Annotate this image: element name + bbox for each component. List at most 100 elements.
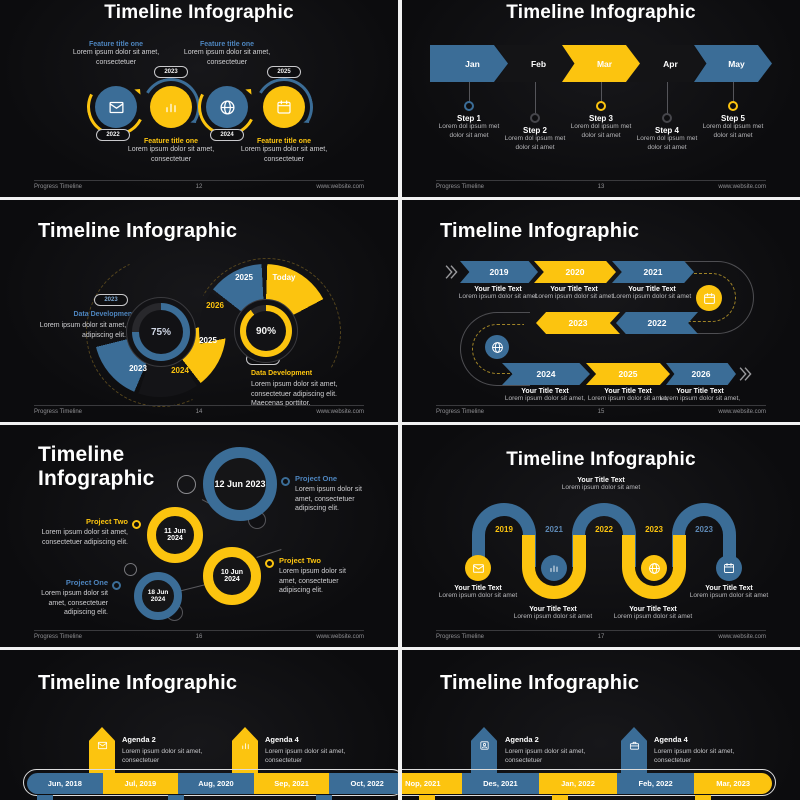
caption-title: Your Title Text xyxy=(521,388,569,395)
agenda-title: Agenda 2 xyxy=(122,735,156,744)
connector-line xyxy=(601,82,602,102)
agenda-marker xyxy=(232,727,258,773)
agenda-body: Lorem ipsum dolor sit amet, consectetuer xyxy=(505,748,586,764)
caption-body: Lorem ipsum dolor sit amet xyxy=(458,293,538,300)
footer-website: www.website.com xyxy=(718,184,766,190)
agenda-marker xyxy=(89,727,115,773)
step-marker xyxy=(530,113,540,123)
timeline-node xyxy=(95,86,137,128)
wedge-label: 2023 xyxy=(129,364,147,373)
calendar-icon xyxy=(724,563,734,573)
road-dashes xyxy=(684,273,736,322)
caption-title: Your Title Text xyxy=(676,388,724,395)
road-curve-left xyxy=(460,312,530,386)
slide-19-thumbnail[interactable]: Timeline Infographic Agenda 2 Lorem ipsu… xyxy=(402,650,800,800)
caption-2021: Your Title Text Lorem ipsum dolor sit am… xyxy=(607,286,697,302)
agenda-block-2: Agenda 4 Lorem ipsum dolor sit amet, con… xyxy=(654,735,772,765)
bar-chart-icon xyxy=(166,103,176,113)
deco-circle xyxy=(177,475,196,494)
date-bubble-1: 12 Jun 2023 xyxy=(203,447,277,521)
caption-title: Your Title Text xyxy=(454,585,502,592)
timeline-node xyxy=(263,86,305,128)
step-marker xyxy=(596,101,606,111)
feature-body: Lorem ipsum dolor sit amet, consectetuer xyxy=(127,146,215,163)
caption-body: Lorem ipsum dolor sit amet xyxy=(612,293,692,300)
arrow-2024: 2024 xyxy=(502,363,590,385)
caption-title: Your Title Text xyxy=(629,606,677,613)
project-body: Lorem ipsum dolor sit amet, consectetuer… xyxy=(41,529,128,546)
globe-icon xyxy=(648,562,660,574)
caption-body: Lorem ipsum dolor sit amet xyxy=(438,592,518,599)
gauge-hole xyxy=(139,310,183,354)
footer-label: Progress Timeline xyxy=(436,409,485,415)
footer-website: www.website.com xyxy=(718,634,766,640)
slide-14-thumbnail[interactable]: Timeline Infographic 75% 90% 2023 2024 2… xyxy=(0,200,398,422)
footer-website: www.website.com xyxy=(316,409,364,415)
arrow-2019: 2019 xyxy=(460,261,538,283)
page-number: 17 xyxy=(597,634,605,640)
gauge-hole xyxy=(246,311,286,351)
label-dot xyxy=(112,581,121,590)
step-body: Lorem dol ipsum met dolor sit amet xyxy=(702,123,764,139)
bar-segment: Nop, 2021 xyxy=(402,773,462,794)
arrow-2026: 2026 xyxy=(666,363,736,385)
footer-label: Progress Timeline xyxy=(436,184,485,190)
project-body: Lorem ipsum dolor sit amet, consectetuer… xyxy=(41,590,108,616)
date-bubble-4: 18 Jun 2024 xyxy=(134,572,182,620)
step-block-4: Step 4 Lorem dol ipsum met dolor sit ame… xyxy=(635,126,699,152)
slide-13-thumbnail[interactable]: Timeline Infographic Jan Feb Mar Apr May… xyxy=(402,0,800,197)
title-line-2: Infographic xyxy=(38,467,155,490)
feature-title: Feature title one xyxy=(199,41,255,48)
slide-15-thumbnail[interactable]: Timeline Infographic 2019 2020 2021 Your… xyxy=(402,200,800,422)
step-body: Lorem dol ipsum met dolor sit amet xyxy=(570,123,632,139)
double-chevron-icon xyxy=(445,265,458,279)
step-label: Step 3 xyxy=(588,114,613,123)
arrow-2021: 2021 xyxy=(612,261,694,283)
bar-segment: Aug, 2020 xyxy=(178,773,254,794)
feature-title: Feature title one xyxy=(143,138,199,145)
wave-node xyxy=(641,555,667,581)
timeline-node xyxy=(206,86,248,128)
year-label: 2022 xyxy=(595,525,613,534)
project-title: Project One xyxy=(65,578,108,587)
footer-website: www.website.com xyxy=(316,184,364,190)
wedge-label: 2024 xyxy=(171,366,189,375)
agenda-block-2: Agenda 4 Lorem ipsum dolor sit amet, con… xyxy=(265,735,383,765)
bar-segment: Sep, 2021 xyxy=(253,773,330,794)
slide-12-thumbnail[interactable]: Timeline Infographic Feature title one L… xyxy=(0,0,398,197)
step-block-5: Step 5 Lorem dol ipsum met dolor sit ame… xyxy=(701,114,765,140)
bar-segment: Feb, 2022 xyxy=(616,773,695,794)
feature-body: Lorem ipsum dolor sit amet, consectetuer xyxy=(240,146,328,163)
title-line-1: Timeline xyxy=(38,443,125,466)
step-block-1: Step 1 Lorem dol ipsum met dolor sit ame… xyxy=(437,114,501,140)
slide-footer: Progress Timeline 12 www.website.com xyxy=(34,180,364,193)
label-dot xyxy=(281,477,290,486)
slide-18-thumbnail[interactable]: Timeline Infographic Agenda 2 Lorem ipsu… xyxy=(0,650,398,800)
road-dashes xyxy=(472,324,524,374)
slide-16-thumbnail[interactable]: Timeline Infographic 12 Jun 2023 11 Jun … xyxy=(0,425,398,647)
page-title: Timeline Infographic xyxy=(38,672,238,694)
feature-body: Lorem ipsum dolor sit amet, consectetuer xyxy=(183,49,271,66)
connector-line xyxy=(733,82,734,102)
agenda-block-1: Agenda 2 Lorem ipsum dolor sit amet, con… xyxy=(505,735,623,765)
slide-17-thumbnail[interactable]: Timeline Infographic Your Title Text Lor… xyxy=(402,425,800,647)
caption-body: Lorem ipsum dolor sit amet xyxy=(689,592,769,599)
agenda-marker xyxy=(621,727,647,773)
envelope-icon xyxy=(108,101,124,113)
gauge-75: 75% xyxy=(126,297,196,367)
bar-chart-icon xyxy=(241,743,249,750)
project-body: Lorem ipsum dolor sit amet, consectetuer… xyxy=(295,486,362,512)
chevron-may: May xyxy=(694,45,772,82)
agenda-marker-below xyxy=(552,795,568,800)
agenda-marker-below xyxy=(316,795,332,800)
caption-body: Lorem ipsum dolor sit amet, xyxy=(587,395,669,402)
agenda-marker-below xyxy=(37,795,53,800)
page-title: Timeline Infographic xyxy=(506,2,696,23)
year-badge: 2025 xyxy=(267,66,301,78)
year-label: 2019 xyxy=(495,525,513,534)
agenda-body: Lorem ipsum dolor sit amet, consectetuer xyxy=(265,748,346,764)
page-title: Timeline Infographic xyxy=(440,220,640,242)
bar-segment: Jun, 2018 xyxy=(27,773,103,794)
step-body: Lorem dol ipsum met dolor sit amet xyxy=(504,135,566,151)
connector-line xyxy=(535,82,536,114)
